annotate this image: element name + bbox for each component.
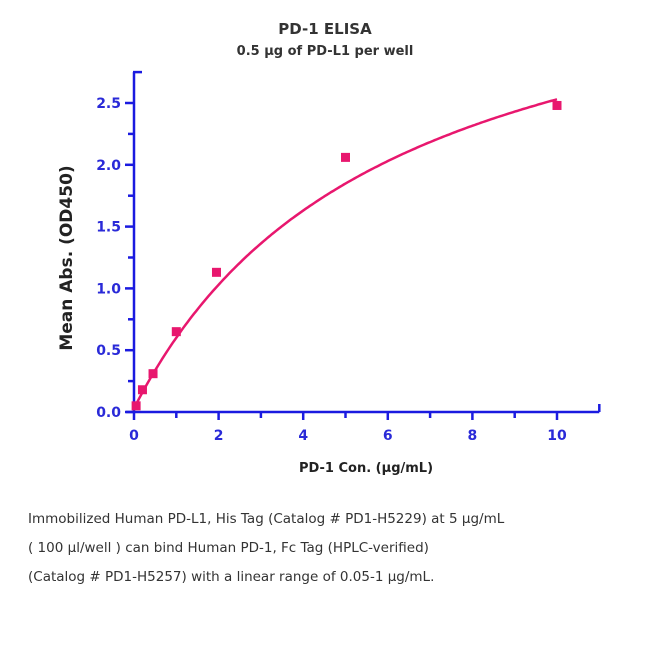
tick-label: 8 — [468, 428, 478, 444]
tick-label: 4 — [298, 428, 308, 444]
x-axis-label: PD-1 Con. (μg/mL) — [299, 461, 433, 476]
data-point-square-marker — [211, 267, 221, 277]
axes: 0.0 0.5 1.0 1.5 2.0 2.5 0 2 4 6 8 10 — [96, 70, 601, 444]
data-points — [131, 100, 562, 411]
tick-label: 2.0 — [96, 158, 121, 174]
data-point-square-marker — [137, 385, 147, 395]
chart-area: 0.0 0.5 1.0 1.5 2.0 2.5 0 2 4 6 8 10 Mean Abs. (OD4… — [57, 70, 601, 476]
tick-label: 0.0 — [96, 405, 121, 421]
y-axis-label: Mean Abs. (OD450) — [57, 165, 77, 350]
tick-label: 2 — [214, 428, 224, 444]
data-point-square-marker — [552, 100, 562, 110]
fit-curve — [133, 98, 558, 408]
data-point-square-marker — [171, 327, 181, 337]
chart-title: PD-1 ELISA — [278, 20, 372, 38]
tick-label: 6 — [383, 428, 393, 444]
caption-line: Immobilized Human PD-L1, His Tag (Catalo… — [28, 511, 505, 527]
tick-label: 0.5 — [96, 343, 121, 359]
tick-label: 0 — [129, 428, 139, 444]
chart-subtitle: 0.5 μg of PD-L1 per well — [236, 44, 414, 59]
data-point-square-marker — [131, 401, 141, 411]
tick-label: 1.0 — [96, 281, 121, 297]
tick-label: 2.5 — [96, 96, 121, 112]
data-point-square-marker — [148, 369, 158, 379]
caption-line: (Catalog # PD1-H5257) with a linear rang… — [28, 569, 435, 585]
figure-caption: Immobilized Human PD-L1, His Tag (Catalo… — [28, 505, 638, 592]
data-point-square-marker — [341, 152, 350, 162]
tick-label: 10 — [547, 428, 567, 444]
caption-line: ( 100 μl/well ) can bind Human PD-1, Fc … — [28, 540, 429, 556]
tick-label: 1.5 — [96, 220, 121, 236]
